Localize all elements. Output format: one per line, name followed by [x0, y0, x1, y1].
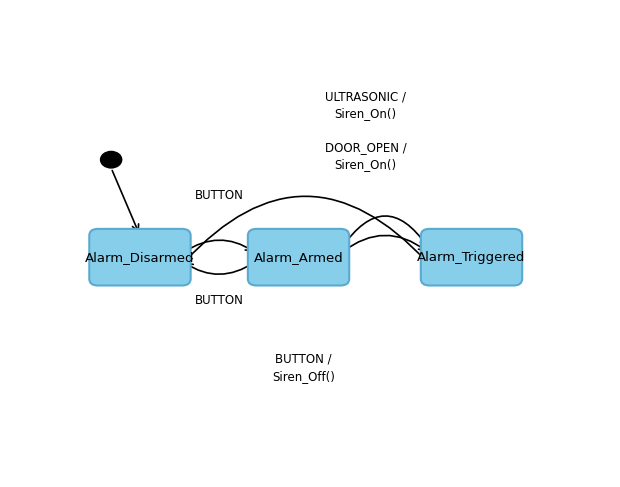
Text: DOOR_OPEN /
Siren_On(): DOOR_OPEN / Siren_On()	[325, 141, 407, 171]
FancyBboxPatch shape	[421, 229, 522, 285]
Text: Alarm_Triggered: Alarm_Triggered	[417, 251, 526, 263]
Text: Alarm_Disarmed: Alarm_Disarmed	[85, 251, 195, 263]
Text: BUTTON: BUTTON	[195, 294, 244, 307]
Text: Alarm_Armed: Alarm_Armed	[254, 251, 343, 263]
Text: BUTTON: BUTTON	[195, 189, 244, 202]
FancyBboxPatch shape	[89, 229, 191, 285]
Circle shape	[100, 151, 122, 168]
Text: BUTTON /
Siren_Off(): BUTTON / Siren_Off()	[272, 353, 335, 383]
FancyBboxPatch shape	[248, 229, 349, 285]
Text: ULTRASONIC /
Siren_On(): ULTRASONIC / Siren_On()	[326, 90, 406, 120]
